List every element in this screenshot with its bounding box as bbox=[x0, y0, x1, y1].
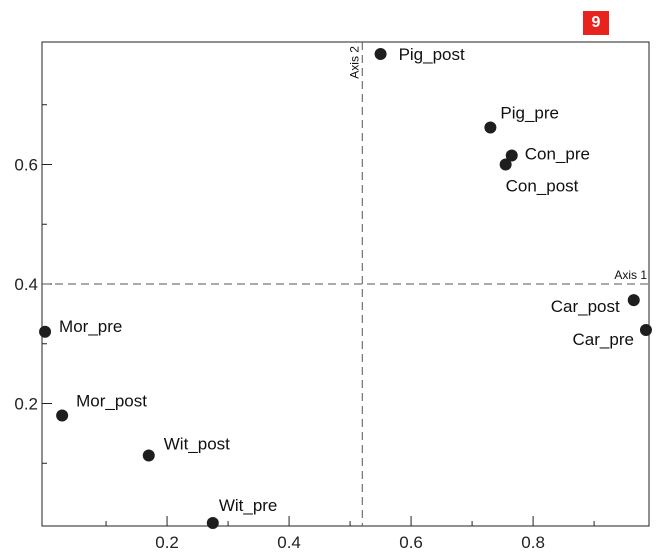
x-tick-label: 0.8 bbox=[521, 533, 545, 552]
point-pig-post bbox=[374, 47, 387, 60]
axis-1-label: Axis 1 bbox=[614, 268, 647, 282]
point-mor-pre bbox=[39, 325, 52, 338]
y-tick-label: 0.6 bbox=[14, 155, 38, 174]
point-label: Con_post bbox=[506, 176, 579, 195]
point-mor-post bbox=[56, 409, 69, 422]
axis-2-label: Axis 2 bbox=[347, 46, 361, 79]
figure-number-badge: 9 bbox=[583, 11, 609, 35]
x-tick-label: 0.4 bbox=[277, 533, 301, 552]
point-car-post bbox=[627, 294, 640, 307]
point-con-post bbox=[499, 158, 512, 171]
point-label: Pig_pre bbox=[500, 103, 559, 122]
x-tick-label: 0.2 bbox=[155, 533, 179, 552]
point-label: Mor_pre bbox=[59, 317, 122, 336]
y-tick-label: 0.4 bbox=[14, 275, 38, 294]
point-label: Pig_post bbox=[399, 45, 465, 64]
point-wit-pre bbox=[206, 517, 219, 530]
point-label: Mor_post bbox=[76, 391, 147, 410]
point-label: Con_pre bbox=[525, 145, 590, 164]
point-label: Wit_post bbox=[164, 434, 230, 453]
x-tick-label: 0.6 bbox=[399, 533, 423, 552]
point-label: Car_pre bbox=[573, 330, 634, 349]
point-wit-post bbox=[142, 449, 155, 462]
point-pig-pre bbox=[484, 121, 497, 134]
point-label: Wit_pre bbox=[219, 496, 278, 515]
y-tick-label: 0.2 bbox=[14, 395, 38, 414]
point-car-pre bbox=[639, 324, 652, 337]
point-label: Car_post bbox=[551, 297, 620, 316]
point-con-pre bbox=[505, 149, 518, 162]
